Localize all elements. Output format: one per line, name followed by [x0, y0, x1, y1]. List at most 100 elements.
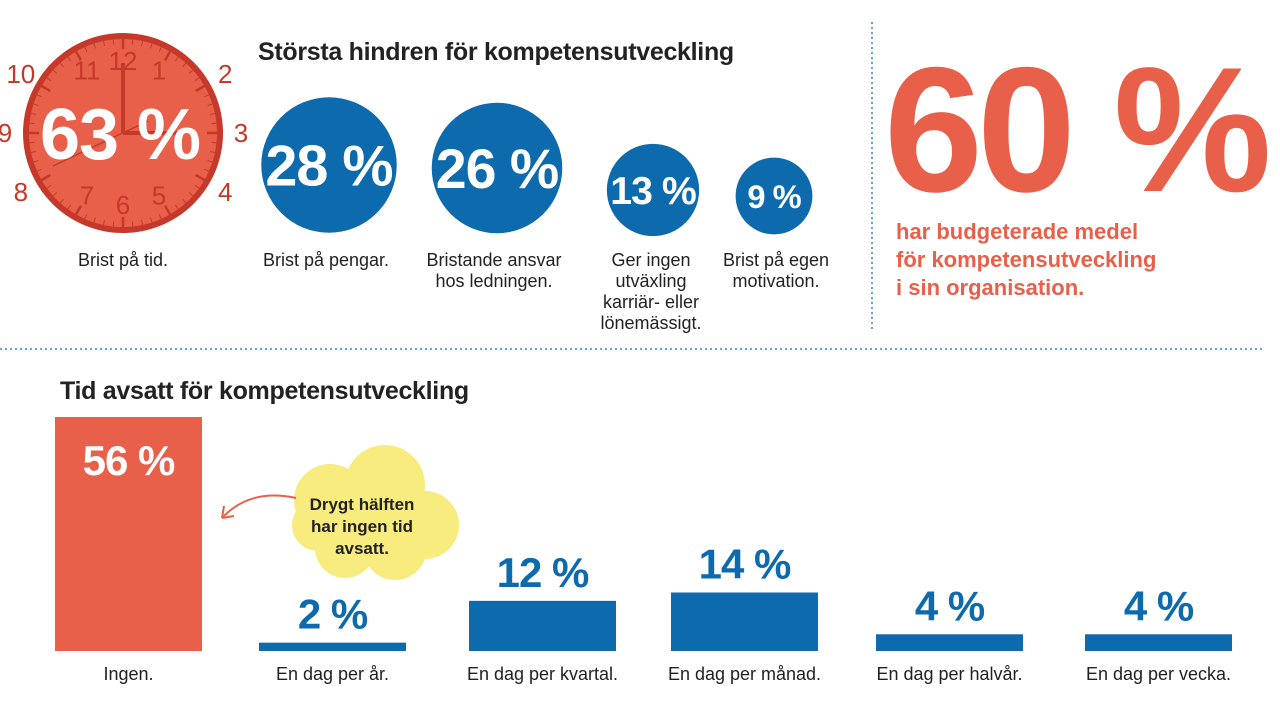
- cloud-icon: [221, 445, 459, 580]
- obstacles-title: Största hindren för kompetensutveckling: [258, 38, 734, 66]
- clock-tick: [174, 56, 179, 62]
- bubble-value-label: 63 %: [40, 95, 200, 175]
- clock-tick: [150, 217, 153, 223]
- bar-chart: 56 % 2 % 12 % 14 % 4 % 4 %: [55, 417, 1232, 651]
- clock-tick: [141, 40, 144, 47]
- clock-tick: [93, 217, 96, 223]
- bar-value-label: 4 %: [1124, 582, 1194, 629]
- budget-text-line: i sin organisation.: [896, 275, 1085, 300]
- label-line: karriär- eller: [602, 292, 699, 312]
- budget-percent: 60 %: [884, 30, 1272, 229]
- clock-tick: [194, 77, 200, 82]
- bar-category-label: En dag per månad.: [667, 664, 822, 684]
- clock-number: 8: [14, 177, 28, 207]
- clock-tick: [30, 151, 37, 154]
- clock-number: 7: [80, 180, 94, 210]
- bubble: [431, 102, 563, 234]
- clock-tick: [29, 122, 35, 125]
- clock-tick: [209, 151, 216, 154]
- label-line: Bristande ansvar: [426, 250, 562, 270]
- clock-tick: [52, 192, 58, 197]
- label-line: motivation.: [732, 271, 820, 291]
- clock-tick: [102, 40, 105, 47]
- bubble-value-label: 28 %: [265, 135, 392, 199]
- clock-tick: [93, 43, 96, 49]
- bubble: [261, 97, 397, 233]
- bar-category-label: Ingen.: [103, 664, 154, 684]
- clock-tick: [46, 184, 52, 189]
- clock-tick: [195, 173, 206, 182]
- bar: [55, 417, 202, 651]
- bubble-category-label: Brist på tid.: [48, 250, 198, 271]
- clock-tick: [29, 141, 35, 144]
- arrow-icon: [221, 494, 297, 519]
- clock-tick: [182, 62, 187, 68]
- annotation-line: Drygt hälften: [309, 495, 415, 514]
- bar: [671, 592, 818, 651]
- bubble-value-label: 26 %: [436, 138, 558, 200]
- clock-number: 5: [152, 180, 166, 210]
- bar-category-label: En dag per kvartal.: [466, 664, 619, 684]
- bar-category-label: En dag per halvår.: [876, 664, 1023, 684]
- clock-tick: [188, 69, 194, 74]
- clock-tick: [207, 160, 213, 163]
- clock-tick: [188, 192, 194, 197]
- clock-tick: [158, 46, 162, 52]
- label-line: Ger ingen: [611, 250, 691, 270]
- clock-tick: [84, 46, 88, 52]
- label-line: hos ledningen.: [435, 271, 553, 291]
- clock-tick: [131, 39, 134, 45]
- label-line: Brist på egen: [722, 250, 830, 270]
- bar-category-label: En dag per vecka.: [1085, 664, 1232, 684]
- clock-tick: [74, 205, 83, 216]
- clock-tick: [131, 221, 134, 227]
- clock-tick: [67, 204, 72, 210]
- label-line: lönemässigt.: [600, 313, 702, 333]
- clock-tick: [59, 62, 64, 68]
- time-title: Tid avsatt för kompetensutveckling: [60, 377, 469, 405]
- bubble-value-label: 9 %: [747, 178, 801, 215]
- clock-tick: [112, 221, 115, 227]
- clock-tick: [52, 69, 58, 74]
- clock-tick: [195, 84, 206, 93]
- clock-tick: [141, 219, 144, 226]
- bubble-category-label: Brist på pengar.: [251, 250, 401, 271]
- bar-value-label: 2 %: [298, 591, 368, 638]
- label-line: utväxling: [615, 271, 687, 291]
- clock-tick: [102, 219, 105, 226]
- annotation-line: har ingen tid: [311, 517, 413, 536]
- clock-tick: [46, 77, 52, 82]
- bubble-chart: 63 % 28 % 26 % 13 % 9 %: [40, 95, 813, 237]
- clock-tick: [163, 50, 172, 61]
- clock-tick: [33, 103, 39, 106]
- clock-tick: [182, 198, 187, 204]
- budget-text-line: har budgeterade medel: [896, 219, 1139, 244]
- clock-tick: [36, 94, 42, 98]
- bar-category-label: En dag per år.: [275, 664, 390, 684]
- bar-value-label: 14 %: [699, 541, 791, 588]
- label-line: Brist på pengar.: [262, 250, 390, 270]
- bar: [1085, 634, 1232, 651]
- clock-number: 1: [152, 56, 166, 86]
- clock-tick: [67, 56, 72, 62]
- bar: [259, 642, 406, 651]
- clock-tick: [59, 198, 64, 204]
- bubble-category-label: Ger ingen utväxling karriär- eller lönemäss…: [576, 250, 726, 334]
- clock-tick: [40, 84, 51, 93]
- clock-tick: [40, 173, 51, 182]
- clock-tick: [204, 94, 210, 98]
- bar: [469, 600, 616, 651]
- clock-tick: [112, 39, 115, 45]
- clock-tick: [150, 43, 153, 49]
- clock-second-hand: [52, 120, 149, 167]
- clock-number: 6: [116, 190, 130, 220]
- bubble-category-label: Bristande ansvar hos ledningen.: [419, 250, 569, 292]
- clock-number: 4: [218, 177, 232, 207]
- bubble-value-label: 13 %: [610, 169, 696, 213]
- clock-tick: [204, 168, 210, 172]
- clock-tick: [207, 103, 213, 106]
- bar: [876, 634, 1023, 651]
- clock-tick: [36, 168, 42, 172]
- clock-number: 11: [74, 56, 101, 86]
